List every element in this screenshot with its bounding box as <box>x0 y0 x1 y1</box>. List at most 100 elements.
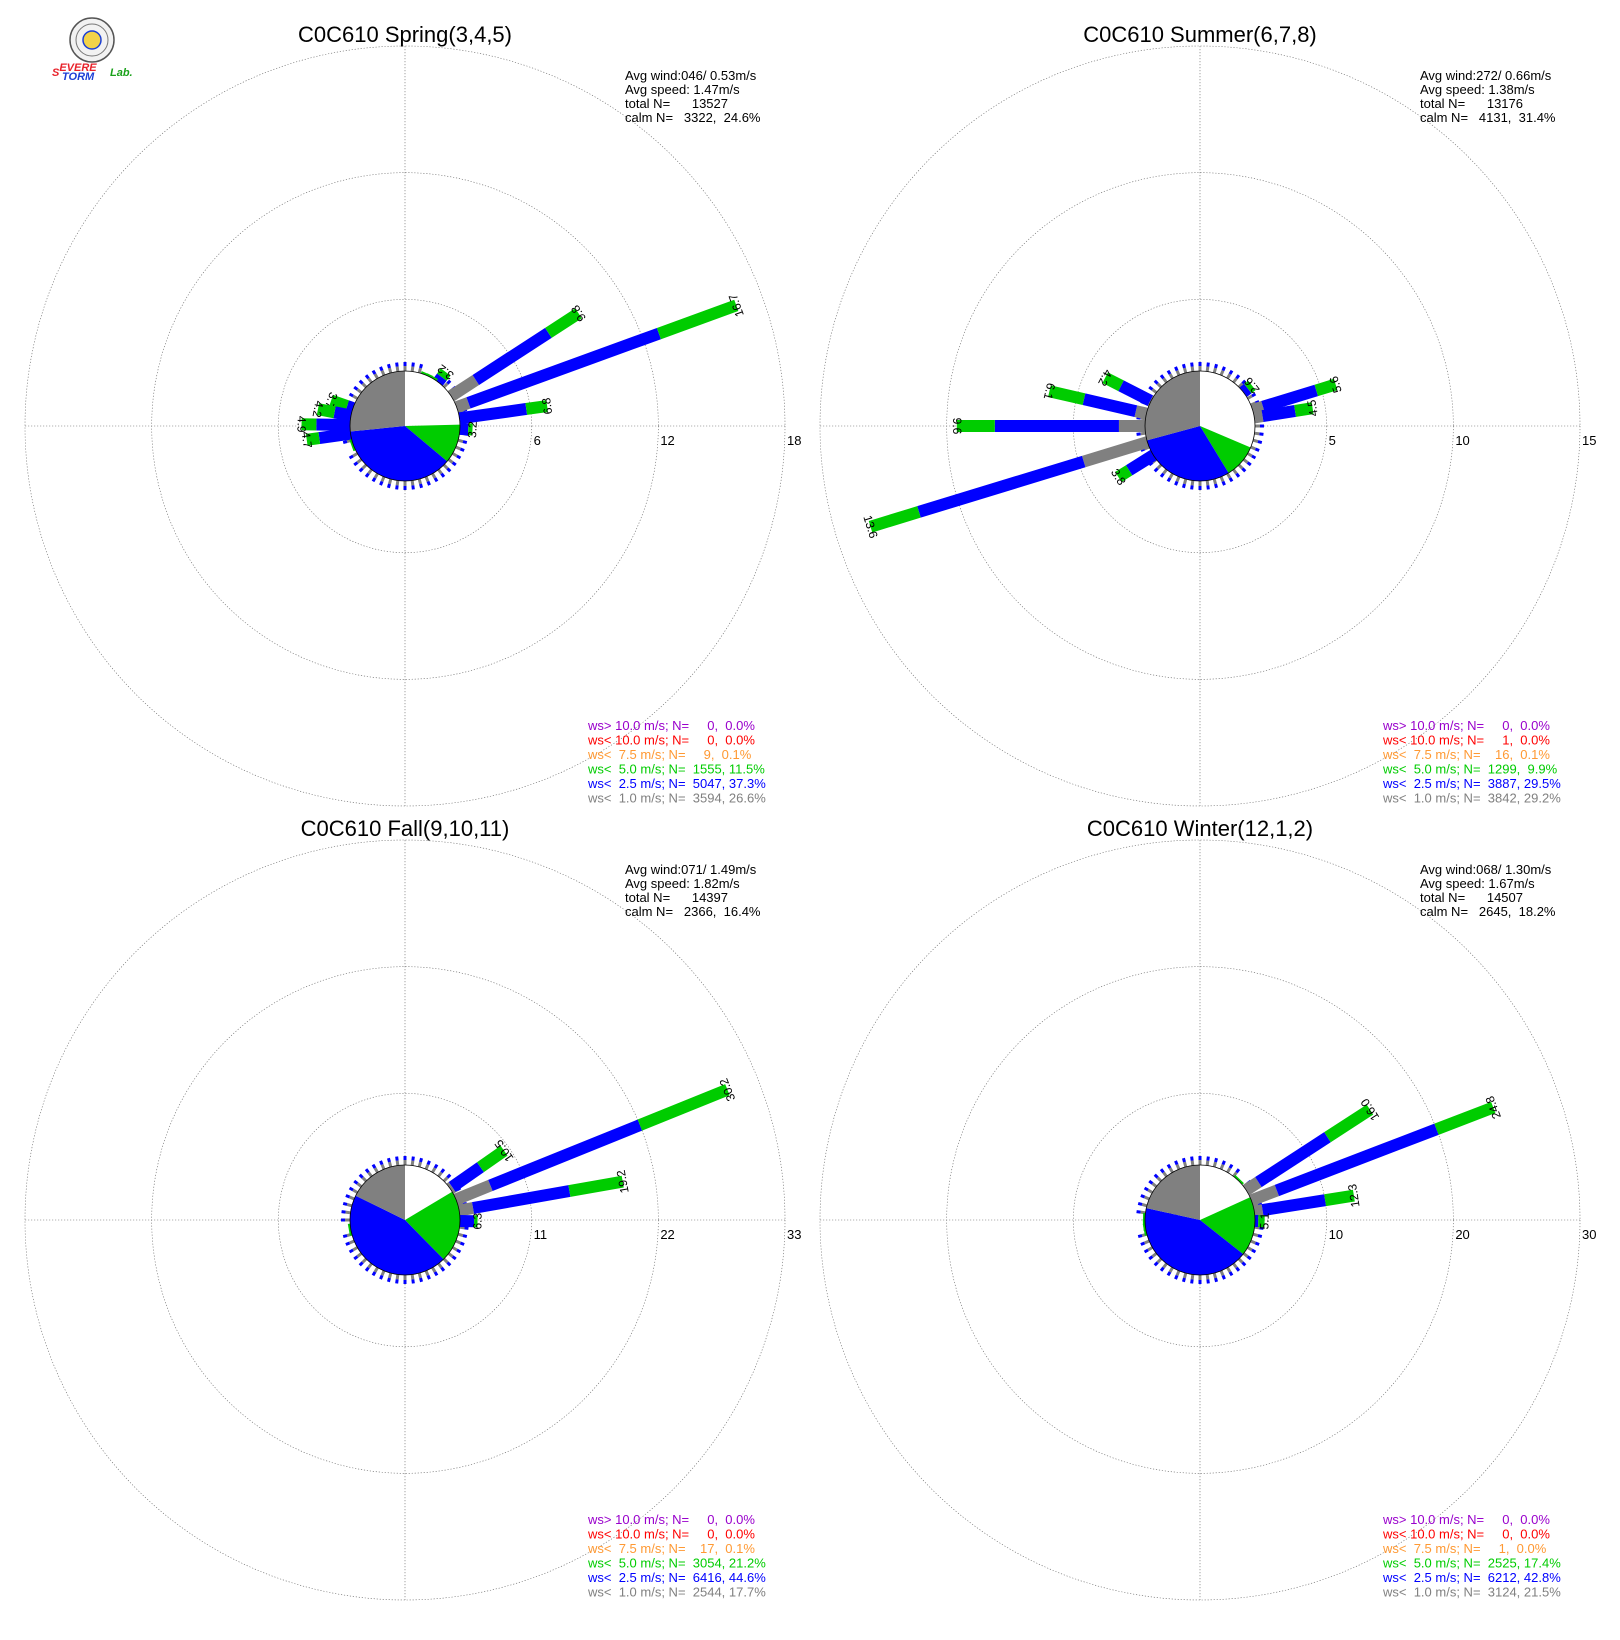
stub-bar-lt2-5 <box>1228 1271 1234 1277</box>
info-line: Avg wind:272/ 0.66m/s <box>1420 68 1552 83</box>
stub-bar-lt1 <box>1190 1160 1195 1166</box>
stub-bar-lt2-5 <box>358 1261 364 1267</box>
stub-bar-lt2-5 <box>348 1248 354 1254</box>
stub-bar-lt1 <box>437 1262 443 1269</box>
legend-entry: ws< 7.5 m/s; N= 1, 0.0% <box>1382 1541 1547 1556</box>
bar-segment-lt1 <box>447 374 480 402</box>
bar-segment-lt1 <box>1253 1204 1264 1218</box>
bar-segment-lt1 <box>454 397 471 413</box>
stub-bar-lt2-5 <box>1235 1266 1241 1272</box>
stub-bar-lt1 <box>1232 468 1238 475</box>
stub-bar-lt2-5 <box>1166 1163 1172 1169</box>
pie-slice-lt2_5 <box>1146 426 1229 481</box>
stub-bar-lt1 <box>442 1257 449 1264</box>
stub-bar-lt2-5 <box>1181 1277 1186 1283</box>
bar-value-label: 4.7 <box>299 431 315 450</box>
stub-bar-lt2-5 <box>386 1157 391 1163</box>
bar-segment-lt2-5 <box>488 1119 643 1192</box>
stub-bar-lt1 <box>1237 463 1244 470</box>
stub-bar-lt2-5 <box>451 461 457 467</box>
stub-bar-lt2-5 <box>371 477 377 483</box>
stub-bar-lt2-5 <box>1159 1266 1165 1272</box>
stub-bar-lt1 <box>442 463 449 470</box>
stub-bar-lt2-5 <box>1190 1279 1194 1284</box>
legend-entry: ws< 2.5 m/s; N= 5047, 37.3% <box>587 776 766 791</box>
bar-segment-lt5 <box>1244 380 1256 394</box>
stub-bar-lt1 <box>1175 476 1181 483</box>
stub-bar-lt2-5 <box>1235 374 1241 380</box>
stub-bar-lt2-5 <box>464 1226 469 1230</box>
stub-bar-lt2-5 <box>341 1218 345 1222</box>
stub-bar-lt1 <box>380 1270 386 1277</box>
stub-bar-lt1 <box>1254 431 1260 436</box>
pie-slice-calm <box>1200 1165 1251 1220</box>
legend-entry: ws< 10.0 m/s; N= 0, 0.0% <box>1382 1527 1550 1542</box>
stub-bar-lt1 <box>1237 382 1244 389</box>
stub-bar-lt2-5 <box>419 483 424 489</box>
bar-value-label: 16.7 <box>726 292 747 319</box>
stub-bar-lt1 <box>380 369 386 376</box>
stub-bar-lt1 <box>345 1218 350 1222</box>
stub-bar-lt1 <box>1183 367 1188 374</box>
stub-bar-lt2-5 <box>1181 363 1186 369</box>
pie-slice-lt2_5 <box>350 426 448 481</box>
stub-bar-lt1 <box>367 468 373 475</box>
stub-bar-lt2-5 <box>1174 1274 1179 1280</box>
stub-bar-lt2-5 <box>1221 1160 1226 1166</box>
bar-segment-lt2-5 <box>459 422 469 436</box>
stub-bar-lt1 <box>1168 1266 1174 1273</box>
bar-segment-lt2-5 <box>458 403 528 425</box>
wind-rose-panel-1: 6121816.79.86.83.22.32.23.23.74.24.94.72… <box>24 22 801 807</box>
stub-bar-lt2-5 <box>1259 432 1264 436</box>
info-line: calm N= 3322, 24.6% <box>625 110 761 125</box>
stub-bar-lt1 <box>455 1239 462 1245</box>
stub-bar-lt2-5 <box>456 454 462 460</box>
seal-ring <box>75 23 109 57</box>
ring-tick-label: 11 <box>534 1227 548 1242</box>
stub-bar-lt2-5 <box>433 477 439 483</box>
info-line: total N= 13176 <box>1420 96 1523 111</box>
stub-bar-lt2-5 <box>379 480 384 486</box>
stub-bar-lt2-5 <box>446 1261 452 1267</box>
stub-bar-lt1 <box>1156 382 1163 389</box>
bar-segment-lt5 <box>1314 378 1338 397</box>
stub-bar-lt2-5 <box>1166 1271 1172 1277</box>
bar-segment-lt5 <box>637 1084 730 1131</box>
stub-bar-lt1 <box>361 1176 368 1183</box>
stub-bar-lt1 <box>1198 1160 1202 1165</box>
stub-bar-lt1 <box>1190 366 1195 372</box>
stub-bar-lt2-5 <box>1136 432 1141 436</box>
bar-value-label: 4.9 <box>294 416 308 433</box>
stub-bar-lt1 <box>1255 424 1260 428</box>
stub-bar-lt2-5 <box>342 1234 348 1239</box>
pie-slice-calm <box>405 1165 453 1220</box>
legend-entry: ws< 7.5 m/s; N= 17, 0.1% <box>587 1541 755 1556</box>
stub-bar-lt2-5 <box>440 472 446 478</box>
stub-bar-lt1 <box>410 1160 415 1166</box>
bar-value-label: 6.8 <box>539 396 555 415</box>
bar-segment-lt5 <box>956 420 995 432</box>
stub-bar-lt1 <box>395 1274 400 1280</box>
stub-bar-lt1 <box>1246 452 1253 458</box>
pie-slice-calm <box>405 371 460 426</box>
stub-bar-lt1 <box>455 445 462 451</box>
stub-bar-lt1 <box>346 1203 353 1208</box>
stub-bar-lt2-5 <box>1143 1248 1149 1254</box>
stub-bar-lt2-5 <box>1190 485 1194 490</box>
stub-bar-lt1 <box>457 438 464 443</box>
stub-bar-lt1 <box>437 468 443 475</box>
bar-segment-lt2-5 <box>466 327 661 409</box>
pie-slice-lt5 <box>405 424 460 462</box>
ring-tick-label: 15 <box>1582 433 1596 448</box>
bar-segment-lt5 <box>467 423 473 436</box>
stub-bar-lt1 <box>352 1246 359 1252</box>
ring-tick-label: 20 <box>1455 1227 1469 1242</box>
stub-bar-lt2-5 <box>1257 1234 1263 1239</box>
stub-bar-lt1 <box>1147 1188 1154 1194</box>
bar-segment-lt1 <box>1118 420 1145 432</box>
stub-bar-lt2-5 <box>371 369 377 375</box>
bar-segment-lt5 <box>1324 1104 1374 1143</box>
stub-bar-lt2-5 <box>1206 362 1210 367</box>
stub-bar-lt2-5 <box>1206 485 1210 490</box>
